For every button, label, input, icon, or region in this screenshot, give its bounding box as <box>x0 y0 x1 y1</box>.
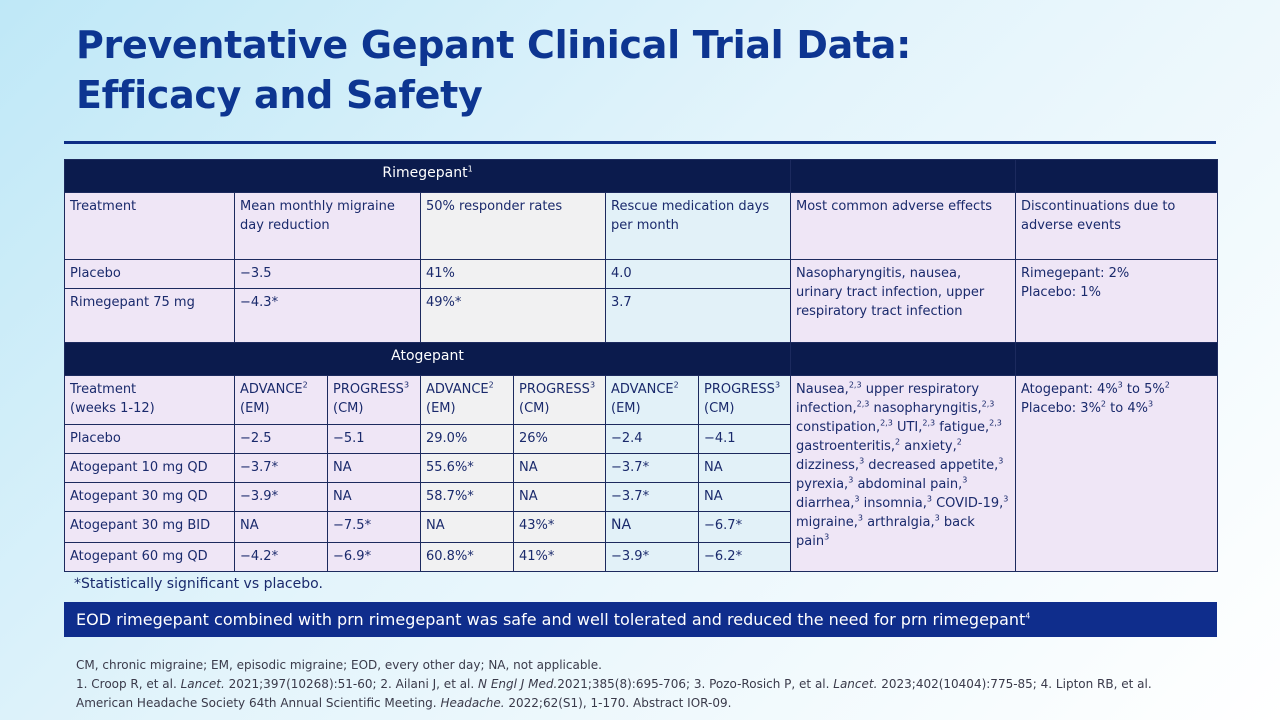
cell-value: NA <box>697 453 792 483</box>
discontinuation-line: Placebo: 3%2 to 4%3 <box>1021 399 1154 416</box>
discontinuation-line: Atogepant: 4%3 to 5%2 <box>1021 380 1170 397</box>
rimegepant-header: Rimegepant1 <box>63 159 792 193</box>
cell-value: −2.5 <box>234 424 328 454</box>
title-divider <box>64 141 1216 144</box>
cell-value: −2.4 <box>605 424 699 454</box>
cell-value: −6.2* <box>697 542 792 572</box>
cell-value: NA <box>697 482 792 512</box>
cell-value: NA <box>420 511 514 543</box>
row-treatment: Placebo <box>64 424 235 454</box>
rimegepant-discontinuations: Rimegepant: 2% Placebo: 1% <box>1015 259 1219 343</box>
cell-value: −3.7* <box>234 453 328 483</box>
header-blank-cell <box>1015 342 1219 376</box>
rimegepant-column-headers: Treatment Mean monthly migraine day redu… <box>64 192 1219 260</box>
atogepant-discontinuations: Atogepant: 4%3 to 5%2 Placebo: 3%2 to 4%… <box>1015 375 1219 572</box>
col-header-discontinuation: Discontinuations due to adverse events <box>1015 192 1219 260</box>
table-row: Rimegepant 75 mg −4.3* 49%* 3.7 <box>64 288 1218 343</box>
significance-footnote: *Statistically significant vs placebo. <box>74 576 323 592</box>
atogepant-adverse-effects: Nausea,2,3 upper respiratory infection,2… <box>790 375 1017 572</box>
cell-value: 41%* <box>513 542 606 572</box>
row-treatment: Placebo <box>64 259 235 289</box>
table-row: Atogepant 60 mg QD −4.2* −6.9* 60.8%* 41… <box>64 542 1218 572</box>
cell-value: −3.9* <box>605 542 699 572</box>
cell-value: 26% <box>513 424 606 454</box>
slide-title: Preventative Gepant Clinical Trial Data:… <box>76 20 911 120</box>
banner-text: EOD rimegepant combined with prn rimegep… <box>76 610 1026 629</box>
trial-data-table: Rimegepant1 Treatment Mean monthly migra… <box>63 159 1219 572</box>
discontinuation-line: Placebo: 1% <box>1021 285 1101 300</box>
cell-responder: 49%* <box>420 288 606 343</box>
cell-value: −4.2* <box>234 542 328 572</box>
cell-mean: −4.3* <box>234 288 421 343</box>
col-header-progress: PROGRESS3 (CM) <box>697 375 792 425</box>
atogepant-header-row: Atogepant <box>63 342 1219 376</box>
cell-value: NA <box>513 482 606 512</box>
cell-value: −6.7* <box>697 511 792 543</box>
col-header-treatment: Treatment <box>64 192 235 260</box>
cell-value: NA <box>234 511 328 543</box>
weeks-label: (weeks 1-12) <box>70 401 155 416</box>
cell-value: −5.1 <box>327 424 421 454</box>
col-header-advance: ADVANCE2 (EM) <box>420 375 514 425</box>
header-blank-cell <box>790 159 1017 193</box>
cell-value: 55.6%* <box>420 453 514 483</box>
table-row: Atogepant 10 mg QD −3.7* NA 55.6%* NA −3… <box>64 453 1218 483</box>
cell-rescue: 3.7 <box>604 288 792 343</box>
cell-value: 58.7%* <box>420 482 514 512</box>
col-header-adverse: Most common adverse effects <box>790 192 1017 260</box>
cell-value: −3.7* <box>605 453 699 483</box>
col-header-treatment: Treatment (weeks 1-12) <box>64 375 235 425</box>
col-header-responder: 50% responder rates <box>420 192 606 260</box>
cell-value: 60.8%* <box>420 542 514 572</box>
references: CM, chronic migraine; EM, episodic migra… <box>76 656 1226 713</box>
discontinuation-line: Rimegepant: 2% <box>1021 266 1130 281</box>
col-header-progress: PROGRESS3 (CM) <box>513 375 606 425</box>
title-line-2: Efficacy and Safety <box>76 73 483 117</box>
header-blank-cell <box>1015 159 1219 193</box>
cell-value: NA <box>327 453 421 483</box>
rimegepant-header-row: Rimegepant1 <box>63 159 1219 193</box>
cell-mean: −3.5 <box>234 259 421 289</box>
cell-value: NA <box>327 482 421 512</box>
cell-value: −3.9* <box>234 482 328 512</box>
row-treatment: Atogepant 30 mg BID <box>64 511 235 543</box>
table-row: Placebo −3.5 41% 4.0 Nasopharyngitis, na… <box>64 259 1219 343</box>
cell-value: NA <box>605 511 699 543</box>
table-row: Atogepant 30 mg BID NA −7.5* NA 43%* NA … <box>64 511 1218 543</box>
row-treatment: Atogepant 60 mg QD <box>64 542 235 572</box>
table-row: Atogepant 30 mg QD −3.9* NA 58.7%* NA −3… <box>64 482 1218 512</box>
table-row: Placebo −2.5 −5.1 29.0% 26% −2.4 −4.1 <box>64 424 1218 454</box>
col-header-advance: ADVANCE2 (EM) <box>605 375 699 425</box>
treatment-label: Treatment <box>70 382 137 397</box>
col-header-advance: ADVANCE2 (EM) <box>234 375 328 425</box>
row-treatment: Atogepant 30 mg QD <box>64 482 235 512</box>
col-header-progress: PROGRESS3 (CM) <box>327 375 421 425</box>
cell-value: NA <box>513 453 606 483</box>
col-header-mean-reduction: Mean monthly migraine day reduction <box>234 192 421 260</box>
title-line-1: Preventative Gepant Clinical Trial Data: <box>76 23 912 67</box>
cell-value: 43%* <box>513 511 606 543</box>
cell-value: −6.9* <box>327 542 421 572</box>
header-blank-cell <box>790 342 1017 376</box>
rimegepant-adverse-effects: Nasopharyngitis, nausea, urinary tract i… <box>790 259 1017 343</box>
reference-list: 1. Croop R, et al. Lancet. 2021;397(1026… <box>76 677 1152 710</box>
atogepant-column-headers: Treatment (weeks 1-12) ADVANCE2 (EM) PROG… <box>64 375 1219 572</box>
cell-value: 29.0% <box>420 424 514 454</box>
cell-rescue: 4.0 <box>604 259 792 289</box>
cell-value: −3.7* <box>605 482 699 512</box>
row-treatment: Atogepant 10 mg QD <box>64 453 235 483</box>
atogepant-header: Atogepant <box>63 342 792 376</box>
cell-value: −4.1 <box>697 424 792 454</box>
col-header-rescue: Rescue medication days per month <box>604 192 792 260</box>
cell-value: −7.5* <box>327 511 421 543</box>
abbreviations: CM, chronic migraine; EM, episodic migra… <box>76 658 602 672</box>
cell-responder: 41% <box>420 259 606 289</box>
key-takeaway-banner: EOD rimegepant combined with prn rimegep… <box>64 602 1217 637</box>
row-treatment: Rimegepant 75 mg <box>64 288 235 343</box>
banner-ref: 4 <box>1025 611 1031 621</box>
